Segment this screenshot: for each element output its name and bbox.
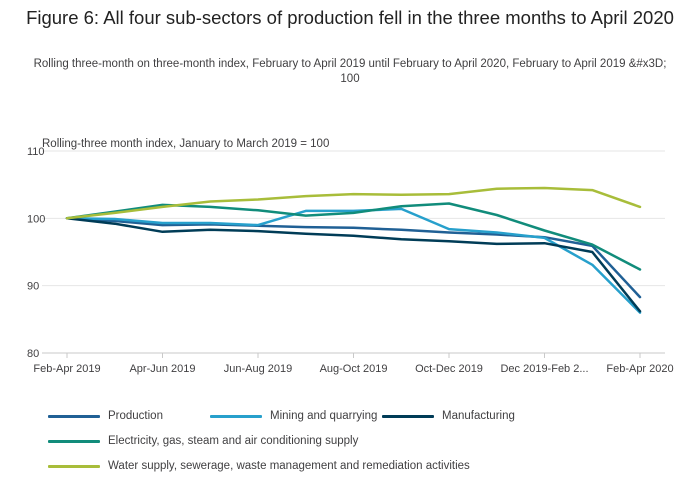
- x-tick-label: Apr-Jun 2019: [129, 363, 195, 375]
- legend-swatch: [382, 414, 434, 418]
- y-axis-ticks: 80 90 100 110: [27, 146, 45, 360]
- legend-item[interactable]: Electricity, gas, steam and air conditio…: [48, 432, 358, 450]
- legend-label: Manufacturing: [442, 410, 515, 422]
- legend-item[interactable]: Manufacturing: [382, 407, 515, 425]
- y-tick-label: 100: [27, 213, 45, 225]
- chart-subtitle: Rolling three-month on three-month index…: [33, 58, 667, 85]
- series-lines: [65, 186, 642, 314]
- y-tick-label: 90: [27, 281, 39, 293]
- series-line-2[interactable]: [65, 217, 642, 313]
- legend-item[interactable]: Production: [48, 407, 163, 425]
- legend-label: Mining and quarrying: [270, 410, 378, 422]
- legend-swatch: [210, 414, 262, 418]
- series-line-3[interactable]: [65, 202, 642, 271]
- legend-swatch: [48, 414, 100, 418]
- y-tick-label: 80: [27, 348, 39, 360]
- x-axis: Feb-Apr 2019 Apr-Jun 2019 Jun-Aug 2019 Aug-…: [33, 352, 674, 375]
- x-tick-label: Aug-Oct 2019: [320, 363, 388, 375]
- y-tick-label: 110: [27, 146, 45, 158]
- y-axis-label: Rolling-three month index, January to Ma…: [42, 138, 329, 150]
- x-tick-label: Oct-Dec 2019: [415, 363, 483, 375]
- x-tick-label: Jun-Aug 2019: [224, 363, 293, 375]
- x-tick-label: Dec 2019-Feb 2...: [500, 363, 588, 375]
- series-line-4[interactable]: [65, 186, 642, 220]
- chart-title: Figure 6: All four sub-sectors of produc…: [26, 7, 674, 28]
- legend-label: Production: [108, 410, 163, 422]
- legend-label: Electricity, gas, steam and air conditio…: [108, 435, 359, 447]
- legend-swatch: [48, 464, 100, 468]
- legend-item[interactable]: Mining and quarrying: [210, 407, 377, 425]
- legend-label: Water supply, sewerage, waste management…: [108, 460, 470, 472]
- series-line-1[interactable]: [65, 207, 642, 314]
- legend-item[interactable]: Water supply, sewerage, waste management…: [48, 457, 470, 475]
- x-tick-label: Feb-Apr 2019: [33, 363, 100, 375]
- legend-swatch: [48, 439, 100, 443]
- x-tick-label: Feb-Apr 2020: [606, 363, 673, 375]
